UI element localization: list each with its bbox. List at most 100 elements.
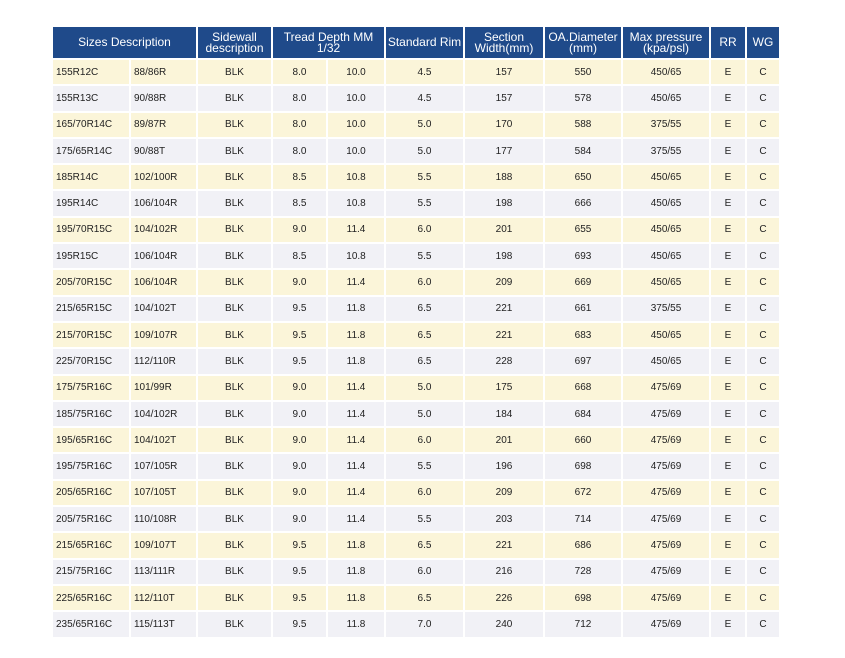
cell-sidewall: BLK [198, 507, 271, 532]
cell-rr: E [711, 191, 745, 216]
cell-section-width: 188 [465, 165, 543, 190]
cell-section-width: 221 [465, 296, 543, 321]
cell-oa-diameter: 697 [545, 349, 621, 374]
cell-size: 185/75R16C [53, 401, 129, 427]
cell-tread-depth-32: 11.4 [328, 454, 384, 479]
header-section-line1: Section [483, 29, 525, 44]
cell-sidewall: BLK [198, 296, 271, 321]
table-row: 195/75R16C 107/105R BLK 9.0 11.4 5.5 196 698 475… [53, 454, 779, 479]
cell-oa-diameter: 661 [545, 296, 621, 321]
cell-wg: C [747, 165, 779, 190]
cell-tread-depth-32: 10.0 [328, 138, 384, 164]
cell-max-pressure: 450/65 [623, 191, 709, 216]
cell-oa-diameter: 686 [545, 533, 621, 558]
cell-size: 195/75R16C [53, 454, 129, 479]
header-sidewall-line1: Sidewall [212, 29, 257, 44]
cell-tread-depth-mm: 8.0 [273, 112, 326, 137]
cell-load-speed-index: 113/111R [131, 559, 196, 584]
cell-oa-diameter: 668 [545, 375, 621, 400]
table-row: 195/65R16C 104/102T BLK 9.0 11.4 6.0 201 660 475… [53, 428, 779, 453]
cell-standard-rim: 6.0 [386, 559, 463, 584]
cell-tread-depth-mm: 9.5 [273, 585, 326, 611]
cell-load-speed-index: 104/102R [131, 401, 196, 427]
cell-max-pressure: 450/65 [623, 86, 709, 111]
cell-wg: C [747, 401, 779, 427]
cell-oa-diameter: 588 [545, 112, 621, 137]
cell-standard-rim: 5.5 [386, 244, 463, 269]
cell-section-width: 198 [465, 191, 543, 216]
cell-rr: E [711, 86, 745, 111]
cell-max-pressure: 375/55 [623, 112, 709, 137]
cell-sidewall: BLK [198, 86, 271, 111]
cell-tread-depth-mm: 8.5 [273, 244, 326, 269]
cell-wg: C [747, 559, 779, 584]
cell-oa-diameter: 698 [545, 585, 621, 611]
cell-rr: E [711, 112, 745, 137]
cell-wg: C [747, 296, 779, 321]
table-row: 185R14C 102/100R BLK 8.5 10.8 5.5 188 650 450/65… [53, 165, 779, 190]
cell-sidewall: BLK [198, 112, 271, 137]
cell-tread-depth-mm: 8.0 [273, 86, 326, 111]
cell-wg: C [747, 533, 779, 558]
cell-tread-depth-32: 11.4 [328, 428, 384, 453]
cell-standard-rim: 4.5 [386, 60, 463, 85]
cell-load-speed-index: 104/102T [131, 296, 196, 321]
cell-standard-rim: 5.0 [386, 138, 463, 164]
cell-sidewall: BLK [198, 165, 271, 190]
cell-size: 235/65R16C [53, 612, 129, 637]
cell-tread-depth-32: 11.8 [328, 349, 384, 374]
cell-tread-depth-32: 11.4 [328, 375, 384, 400]
cell-size: 225/65R16C [53, 585, 129, 611]
cell-standard-rim: 6.0 [386, 217, 463, 243]
cell-wg: C [747, 480, 779, 506]
cell-sidewall: BLK [198, 612, 271, 637]
cell-load-speed-index: 112/110T [131, 585, 196, 611]
cell-rr: E [711, 138, 745, 164]
cell-size: 195/70R15C [53, 217, 129, 243]
cell-section-width: 157 [465, 86, 543, 111]
cell-section-width: 221 [465, 322, 543, 348]
cell-load-speed-index: 109/107R [131, 322, 196, 348]
cell-oa-diameter: 684 [545, 401, 621, 427]
cell-standard-rim: 4.5 [386, 86, 463, 111]
cell-load-speed-index: 102/100R [131, 165, 196, 190]
cell-sidewall: BLK [198, 375, 271, 400]
table-row: 235/65R16C 115/113T BLK 9.5 11.8 7.0 240 712 475… [53, 612, 779, 637]
cell-oa-diameter: 550 [545, 60, 621, 85]
header-tread-line1: Tread Depth MM [283, 29, 374, 44]
cell-tread-depth-32: 11.8 [328, 533, 384, 558]
cell-max-pressure: 475/69 [623, 507, 709, 532]
cell-oa-diameter: 655 [545, 217, 621, 243]
header-sidewall-line2: description [205, 40, 264, 55]
cell-size: 215/65R15C [53, 296, 129, 321]
cell-standard-rim: 6.0 [386, 428, 463, 453]
cell-standard-rim: 6.0 [386, 480, 463, 506]
cell-standard-rim: 6.5 [386, 533, 463, 558]
cell-max-pressure: 475/69 [623, 401, 709, 427]
cell-wg: C [747, 322, 779, 348]
cell-max-pressure: 450/65 [623, 244, 709, 269]
cell-sidewall: BLK [198, 454, 271, 479]
cell-tread-depth-32: 11.8 [328, 322, 384, 348]
header-oa-line2: (mm) [569, 40, 597, 55]
cell-load-speed-index: 104/102R [131, 217, 196, 243]
cell-rr: E [711, 507, 745, 532]
cell-tread-depth-32: 10.0 [328, 112, 384, 137]
cell-oa-diameter: 672 [545, 480, 621, 506]
cell-standard-rim: 6.5 [386, 585, 463, 611]
cell-size: 195R14C [53, 191, 129, 216]
cell-section-width: 170 [465, 112, 543, 137]
cell-max-pressure: 475/69 [623, 612, 709, 637]
cell-load-speed-index: 107/105T [131, 480, 196, 506]
table-row: 155R12C 88/86R BLK 8.0 10.0 4.5 157 550 450/65 E C [53, 60, 779, 85]
table-row: 215/70R15C 109/107R BLK 9.5 11.8 6.5 221 683 450… [53, 322, 779, 348]
cell-standard-rim: 6.5 [386, 322, 463, 348]
cell-oa-diameter: 693 [545, 244, 621, 269]
cell-max-pressure: 475/69 [623, 585, 709, 611]
cell-section-width: 216 [465, 559, 543, 584]
cell-tread-depth-mm: 8.5 [273, 191, 326, 216]
cell-oa-diameter: 698 [545, 454, 621, 479]
header-section-line2: Width(mm) [474, 40, 534, 55]
cell-sidewall: BLK [198, 401, 271, 427]
cell-load-speed-index: 112/110R [131, 349, 196, 374]
